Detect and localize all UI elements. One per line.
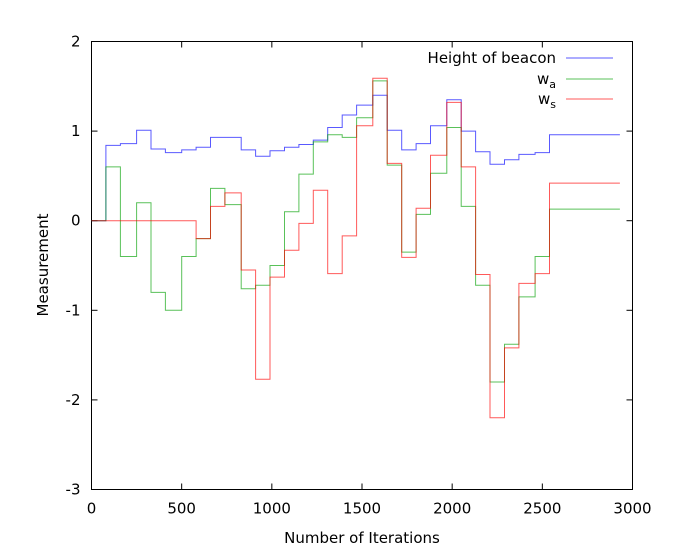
y-axis-label: Measurement [34, 213, 52, 316]
x-tick-label: 2500 [523, 500, 561, 518]
series-line-2 [91, 77, 620, 419]
x-tick-label: 500 [167, 500, 196, 518]
y-tick-label: 1 [71, 122, 81, 140]
y-tick-label: -2 [66, 391, 81, 409]
legend-label-1: wa [537, 70, 556, 91]
x-axis-label: Number of Iterations [284, 529, 440, 547]
series-line-0 [91, 94, 620, 222]
x-tick-label: 0 [87, 500, 97, 518]
axis-ticks: 0 500 1000 1500 2000 2500 3000 -3 -2 -1 0 1 2 [66, 33, 652, 518]
series-layer [91, 77, 620, 419]
y-tick-label: -3 [66, 481, 81, 499]
x-tick-label: 1000 [253, 500, 291, 518]
y-tick-label: -1 [66, 301, 81, 319]
y-tick-label: 0 [71, 212, 81, 230]
x-tick-label: 2000 [433, 500, 471, 518]
series-line-1 [91, 80, 620, 383]
y-tick-label: 2 [71, 33, 81, 51]
x-tick-label: 1500 [343, 500, 381, 518]
legend-label-0: Height of beacon [428, 49, 556, 67]
legend-label-2: ws [538, 90, 556, 111]
x-tick-label: 3000 [613, 500, 651, 518]
